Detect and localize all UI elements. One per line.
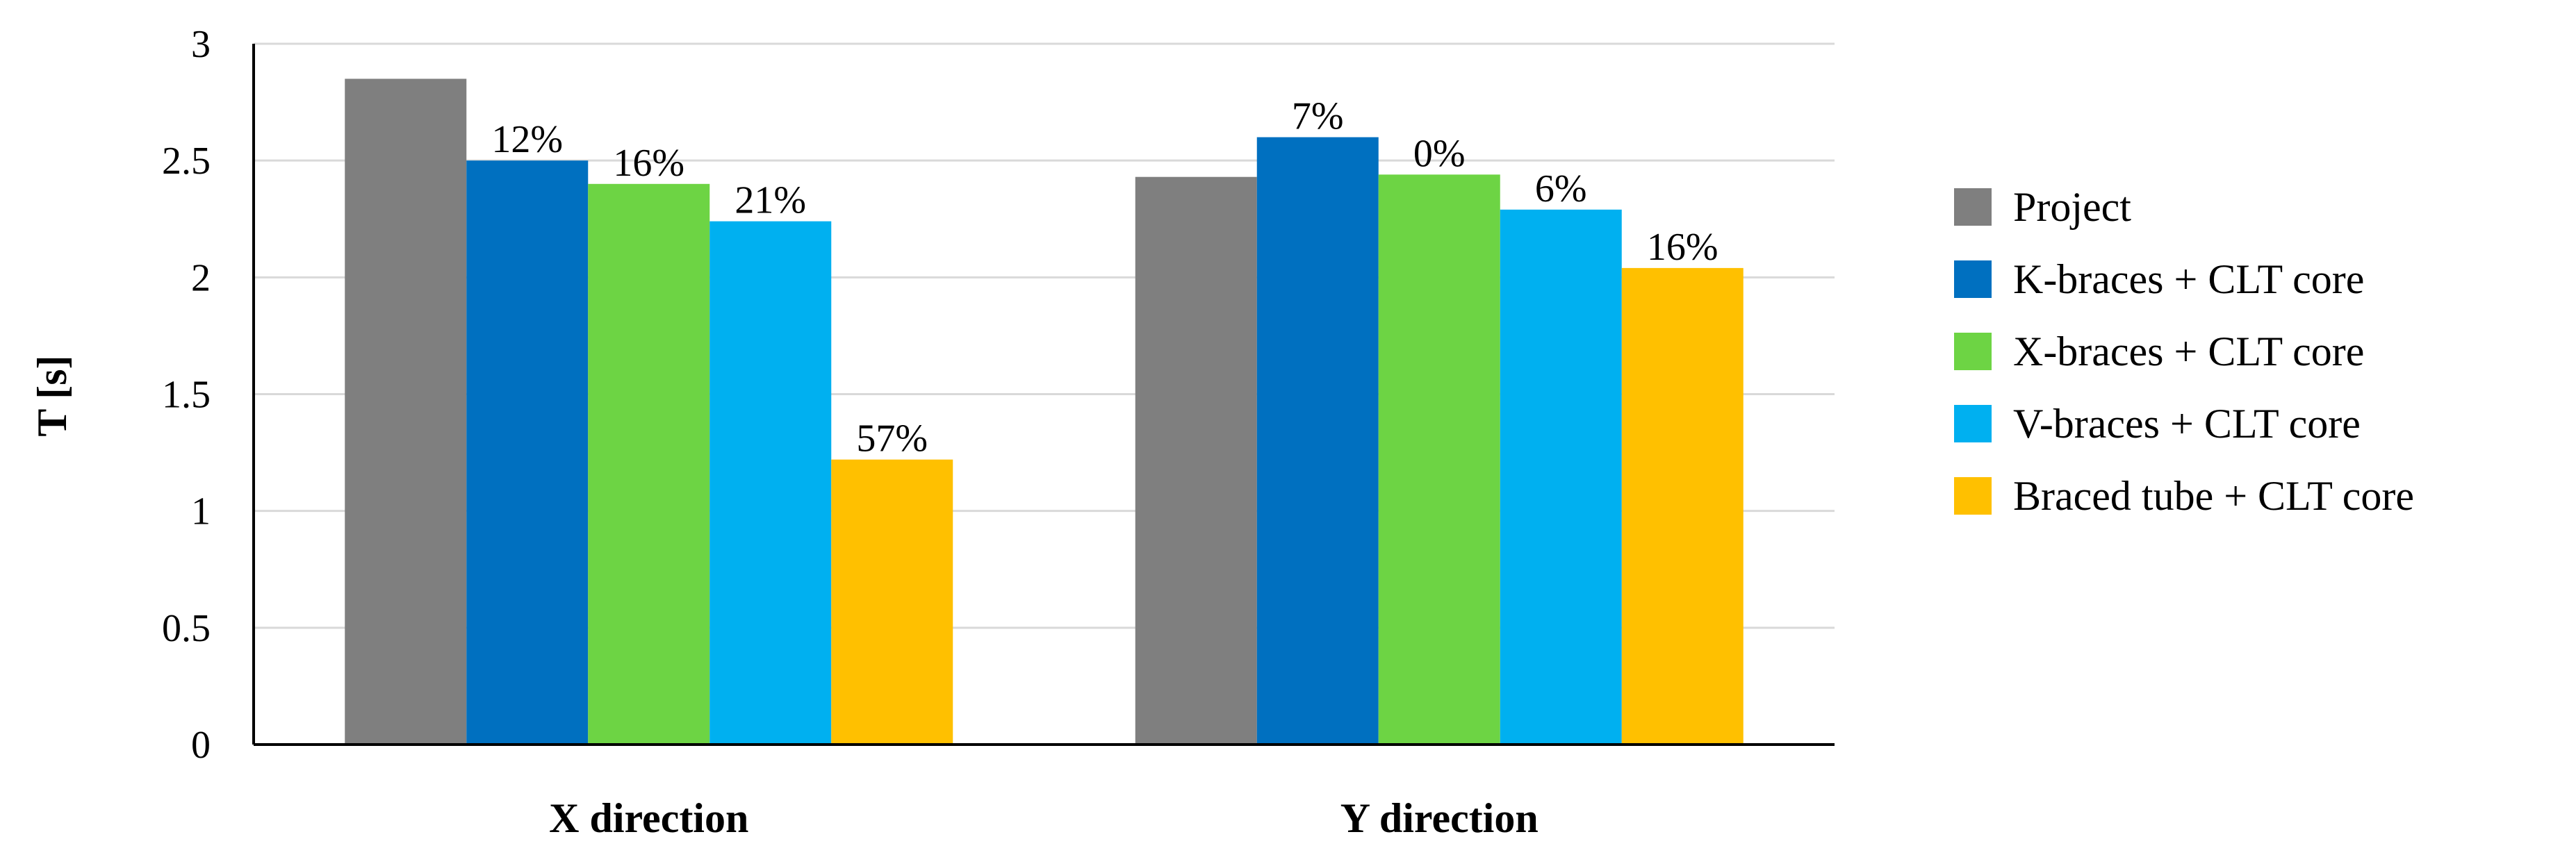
x-category-label: Y direction: [1340, 795, 1539, 841]
y-tick-label: 0: [191, 724, 211, 767]
bar: [1256, 137, 1379, 745]
y-axis-title: T [s]: [29, 355, 75, 436]
legend-swatch: [1954, 260, 1992, 298]
legend-label: K-braces + CLT core: [2013, 256, 2364, 302]
bar: [1378, 174, 1500, 745]
data-label: 6%: [1535, 167, 1587, 210]
legend: Project K-braces + CLT core X-braces + CLT…: [1954, 184, 2414, 519]
legend-swatch: [1954, 405, 1992, 442]
legend-swatch: [1954, 477, 1992, 515]
data-label: 0%: [1413, 132, 1466, 175]
legend-swatch: [1954, 333, 1992, 370]
y-tick-label: 3: [191, 23, 211, 66]
bar: [1621, 267, 1744, 745]
x-category-label: X direction: [549, 795, 748, 841]
data-label: 7%: [1292, 95, 1344, 138]
bar: [345, 78, 467, 745]
y-tick-label: 1.5: [162, 374, 211, 417]
bar: [1135, 176, 1257, 745]
bar: [466, 160, 589, 745]
legend-label: V-braces + CLT core: [2013, 401, 2361, 447]
legend-label: Braced tube + CLT core: [2013, 473, 2414, 519]
data-label: 16%: [613, 142, 684, 185]
legend-swatch: [1954, 188, 1992, 226]
y-tick-label: 1: [191, 490, 211, 533]
bars: 12% 16% 21% 57% 7% 0% 6% 16%: [345, 78, 1744, 745]
legend-label: X-braces + CLT core: [2013, 329, 2364, 374]
data-label: 21%: [735, 179, 806, 222]
bar: [588, 183, 710, 745]
y-tick-label: 2: [191, 256, 211, 299]
data-label: 57%: [856, 417, 928, 460]
y-tick-label: 2.5: [162, 140, 211, 183]
data-label: 12%: [491, 118, 563, 161]
bar: [1500, 209, 1622, 745]
y-tick-label: 0.5: [162, 607, 211, 650]
legend-label: Project: [2013, 184, 2131, 230]
bar: [709, 221, 832, 745]
bar: [831, 459, 953, 745]
data-label: 16%: [1647, 226, 1718, 269]
axes: 0 0.5 1 1.5 2 2.5 3 X direction Y direction: [162, 23, 1835, 841]
